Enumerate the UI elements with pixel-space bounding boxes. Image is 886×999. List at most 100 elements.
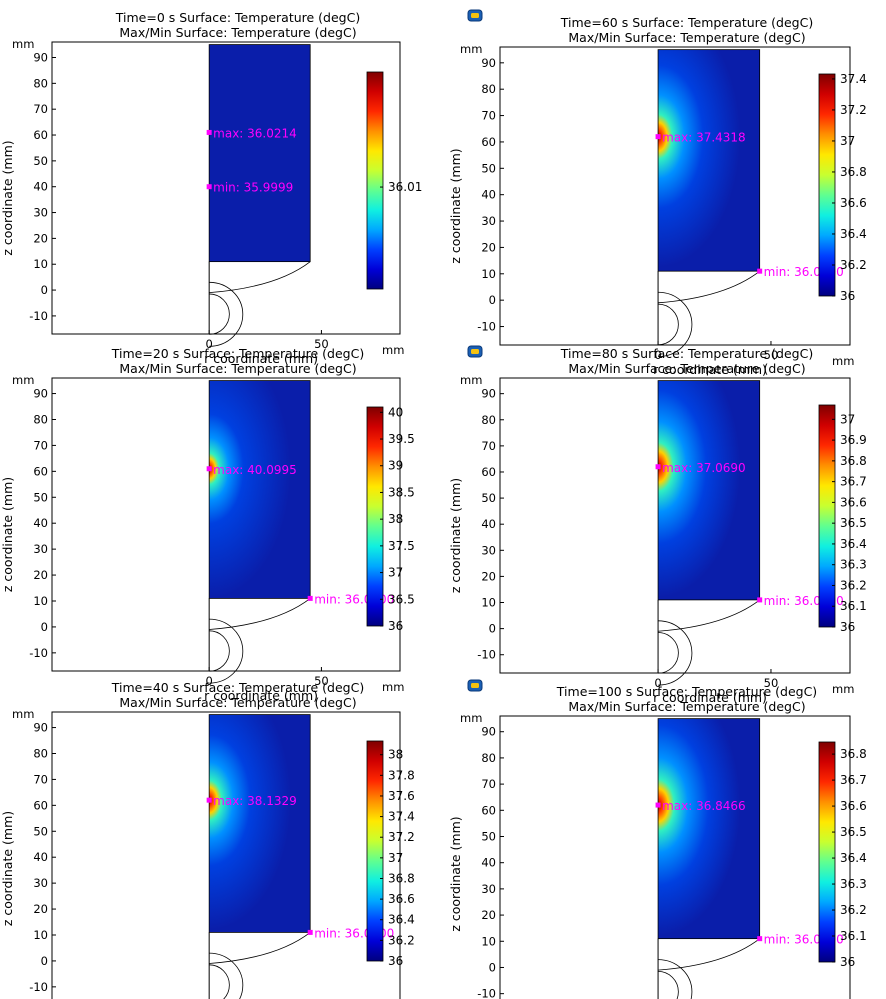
y-tick-label: 20 bbox=[33, 568, 48, 582]
y-tick-label: 50 bbox=[33, 490, 48, 504]
colorbar-tick-label: 36.01 bbox=[388, 180, 422, 194]
y-tick-label: 0 bbox=[489, 622, 496, 636]
colorbar-tick-label: 38 bbox=[388, 748, 403, 762]
colorbar-tick-label: 36.8 bbox=[840, 747, 867, 761]
colorbar-tick-label: 37 bbox=[388, 851, 403, 865]
colorbar-tick-label: 39.5 bbox=[388, 432, 415, 446]
plot-title: Time=40 s Surface: Temperature (degC) bbox=[111, 680, 364, 695]
y-tick-label: 10 bbox=[481, 267, 496, 281]
max-label: max: 37.4318 bbox=[662, 131, 746, 145]
colorbar bbox=[818, 73, 836, 297]
boundary-arc bbox=[658, 599, 760, 632]
min-marker bbox=[307, 595, 313, 601]
colorbar-tick-label: 37.6 bbox=[388, 789, 415, 803]
colorbar-tick-label: 36.2 bbox=[840, 903, 867, 917]
min-marker bbox=[757, 597, 763, 603]
y-tick-label: 90 bbox=[481, 56, 496, 70]
y-tick-label: 70 bbox=[481, 439, 496, 453]
min-marker bbox=[206, 184, 212, 190]
y-tick-label: 20 bbox=[33, 902, 48, 916]
y-tick-label: 90 bbox=[481, 387, 496, 401]
boundary-arc bbox=[658, 938, 760, 971]
y-axis-label: z coordinate (mm) bbox=[448, 478, 463, 593]
x-unit-label: mm bbox=[382, 343, 404, 357]
y-tick-label: 40 bbox=[33, 516, 48, 530]
inner-quarter-circle bbox=[658, 632, 679, 674]
y-tick-label: 70 bbox=[481, 777, 496, 791]
plot-title: Time=0 s Surface: Temperature (degC) bbox=[115, 10, 360, 25]
y-tick-label: 60 bbox=[481, 803, 496, 817]
panel-5: Time=40 s Surface: Temperature (degC)Max… bbox=[0, 679, 483, 999]
max-marker bbox=[206, 797, 212, 803]
y-tick-label: 30 bbox=[33, 206, 48, 220]
colorbar-tick-label: 37.2 bbox=[840, 103, 867, 117]
outer-quarter-circle bbox=[658, 620, 693, 686]
inner-quarter-circle bbox=[209, 293, 230, 335]
x-tick-label: 0 bbox=[205, 674, 212, 688]
y-tick-label: 40 bbox=[33, 180, 48, 194]
x-tick-label: 50 bbox=[314, 674, 329, 688]
colorbar-tick-label: 37 bbox=[388, 566, 403, 580]
colorbar-tick-label: 39 bbox=[388, 459, 403, 473]
colorbar-tick-label: 36 bbox=[388, 954, 403, 968]
colorbar-tick-label: 36.4 bbox=[388, 913, 415, 927]
colorbar-tick-label: 37 bbox=[840, 134, 855, 148]
x-tick-label: 0 bbox=[205, 337, 212, 351]
max-marker bbox=[206, 466, 212, 472]
colorbar-tick-label: 36 bbox=[388, 619, 403, 633]
min-label: min: 35.9999 bbox=[213, 181, 293, 195]
colorbar-tick-label: 36.1 bbox=[840, 929, 867, 943]
min-marker bbox=[757, 268, 763, 274]
min-marker bbox=[757, 936, 763, 942]
x-unit-label: mm bbox=[382, 680, 404, 694]
x-tick-label: 0 bbox=[654, 348, 661, 362]
y-tick-label: 20 bbox=[481, 240, 496, 254]
comsol-logo-icon bbox=[467, 679, 483, 692]
x-axis-label: r coordinate (mm) bbox=[204, 688, 318, 703]
colorbar-tick-label: 37.4 bbox=[840, 72, 867, 86]
colorbar-tick-label: 36.8 bbox=[388, 871, 415, 885]
colorbar-tick-label: 36 bbox=[840, 289, 855, 303]
colorbar-tick-label: 38 bbox=[388, 512, 403, 526]
colorbar-tick-label: 36.6 bbox=[840, 495, 867, 509]
panel-3: Time=20 s Surface: Temperature (degC)Max… bbox=[0, 345, 483, 703]
y-tick-label: 30 bbox=[481, 543, 496, 557]
colorbar-tick-label: 37.8 bbox=[388, 768, 415, 782]
x-axis-label: r coordinate (mm) bbox=[653, 690, 767, 705]
colorbar-tick-label: 36.2 bbox=[840, 578, 867, 592]
colorbar-tick-label: 36.5 bbox=[840, 825, 867, 839]
y-axis-label: z coordinate (mm) bbox=[448, 148, 463, 263]
y-tick-label: 0 bbox=[489, 293, 496, 307]
x-axis-label: r coordinate (mm) bbox=[204, 351, 318, 366]
colorbar-tick-label: 36.2 bbox=[840, 258, 867, 272]
plot-title: Time=60 s Surface: Temperature (degC) bbox=[560, 15, 813, 30]
y-tick-label: 80 bbox=[481, 413, 496, 427]
max-marker bbox=[655, 464, 661, 470]
y-tick-label: 80 bbox=[481, 82, 496, 96]
inner-quarter-circle bbox=[658, 303, 679, 346]
colorbar-tick-label: 36.5 bbox=[388, 592, 415, 606]
colorbar bbox=[818, 404, 836, 628]
y-tick-label: -10 bbox=[29, 646, 48, 660]
y-tick-label: 80 bbox=[33, 76, 48, 90]
colorbar-tick-label: 36.4 bbox=[840, 227, 867, 241]
max-label: max: 36.0214 bbox=[213, 126, 297, 140]
colorbar-tick-label: 36.4 bbox=[840, 537, 867, 551]
y-tick-label: 10 bbox=[33, 257, 48, 271]
y-tick-label: 10 bbox=[481, 596, 496, 610]
y-tick-label: 40 bbox=[481, 856, 496, 870]
y-tick-label: 60 bbox=[33, 128, 48, 142]
max-marker bbox=[655, 134, 661, 140]
y-tick-label: 80 bbox=[33, 746, 48, 760]
y-tick-label: 0 bbox=[41, 954, 48, 968]
x-axis-label: r coordinate (mm) bbox=[653, 362, 767, 377]
colorbar-tick-label: 37.4 bbox=[388, 810, 415, 824]
y-tick-label: 60 bbox=[481, 135, 496, 149]
y-tick-label: 40 bbox=[481, 517, 496, 531]
y-tick-label: 60 bbox=[481, 465, 496, 479]
outer-quarter-circle bbox=[209, 952, 244, 999]
colorbar-tick-label: 36.6 bbox=[840, 196, 867, 210]
comsol-logo-icon bbox=[467, 9, 483, 22]
temperature-domain bbox=[208, 380, 311, 599]
